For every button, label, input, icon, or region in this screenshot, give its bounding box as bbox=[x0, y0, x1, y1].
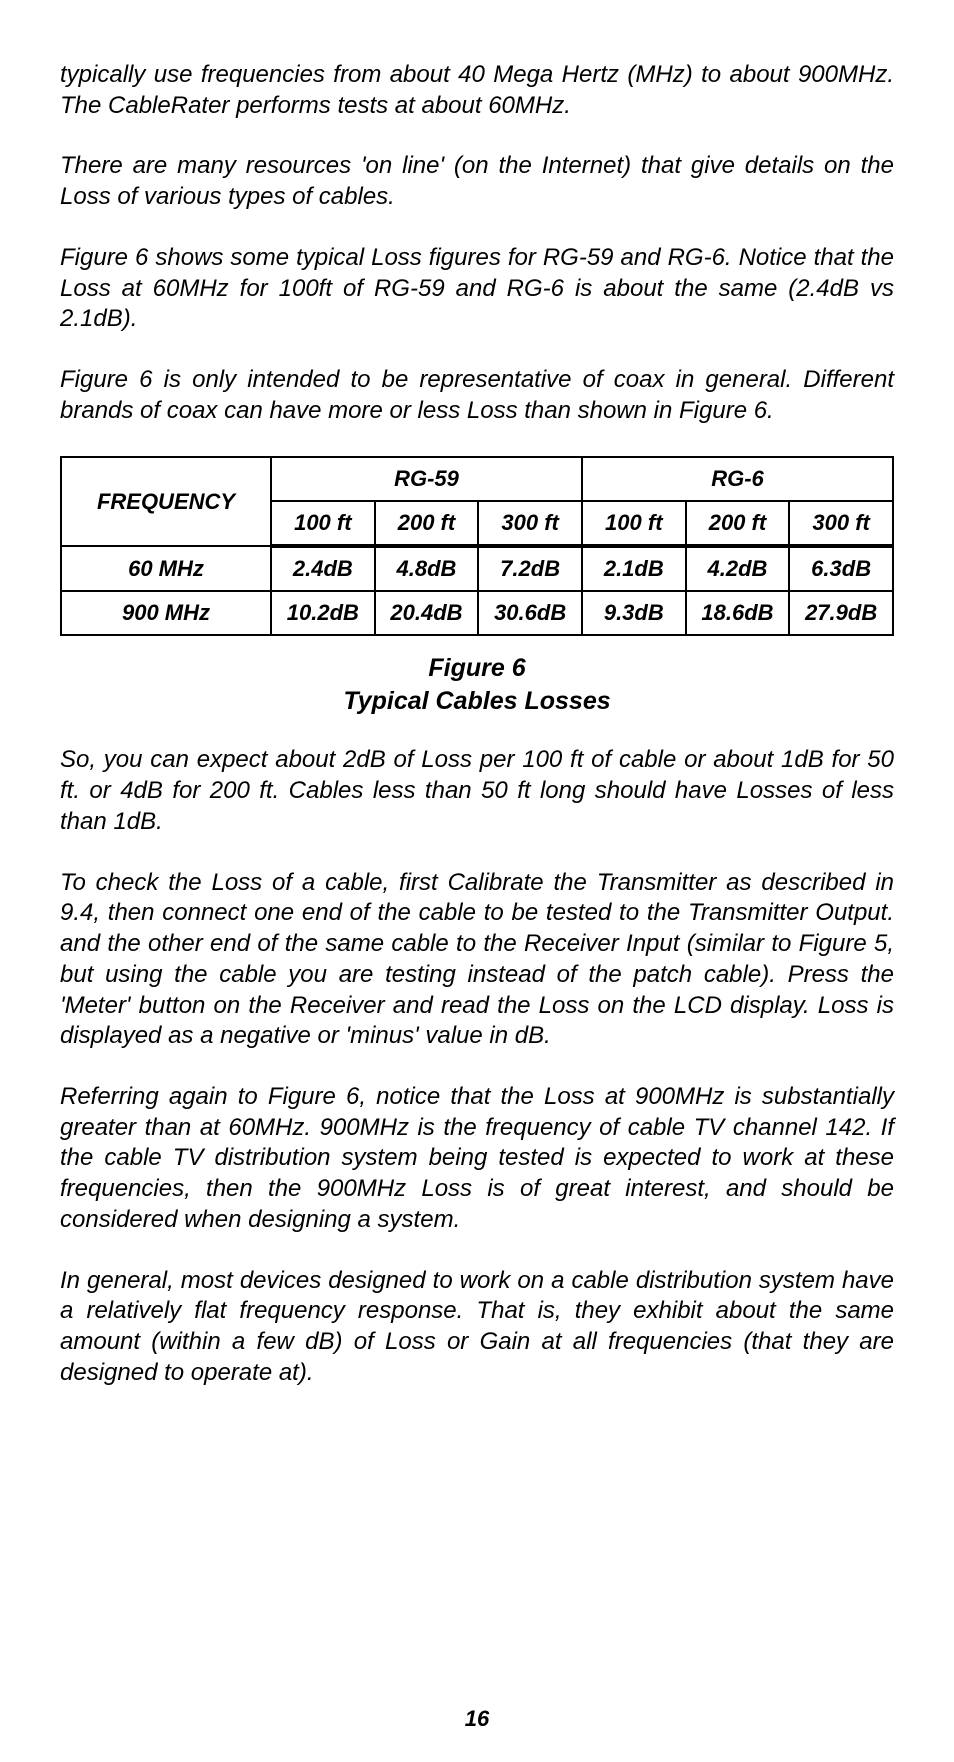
table-cell: 18.6dB bbox=[686, 591, 790, 635]
paragraph: So, you can expect about 2dB of Loss per… bbox=[60, 745, 894, 837]
sub-header: 200 ft bbox=[686, 501, 790, 546]
sub-header: 100 ft bbox=[582, 501, 686, 546]
sub-header: 200 ft bbox=[375, 501, 479, 546]
paragraph: To check the Loss of a cable, first Cali… bbox=[60, 868, 894, 1052]
paragraph: typically use frequencies from about 40 … bbox=[60, 60, 894, 121]
group-header-rg59: RG-59 bbox=[271, 457, 582, 501]
row-label: 60 MHz bbox=[61, 546, 271, 591]
paragraph: Figure 6 shows some typical Loss figures… bbox=[60, 243, 894, 335]
paragraph: Referring again to Figure 6, notice that… bbox=[60, 1082, 894, 1236]
table-row: 60 MHz 2.4dB 4.8dB 7.2dB 2.1dB 4.2dB 6.3… bbox=[61, 546, 893, 591]
paragraph: There are many resources 'on line' (on t… bbox=[60, 151, 894, 212]
table-row: 900 MHz 10.2dB 20.4dB 30.6dB 9.3dB 18.6d… bbox=[61, 591, 893, 635]
page-number: 16 bbox=[0, 1706, 954, 1732]
frequency-header: FREQUENCY bbox=[61, 457, 271, 546]
table-cell: 20.4dB bbox=[375, 591, 479, 635]
table-cell: 4.2dB bbox=[686, 546, 790, 591]
table-cell: 4.8dB bbox=[375, 546, 479, 591]
cable-loss-table: FREQUENCY RG-59 RG-6 100 ft 200 ft 300 f… bbox=[60, 456, 894, 636]
paragraph: Figure 6 is only intended to be represen… bbox=[60, 365, 894, 426]
sub-header: 100 ft bbox=[271, 501, 375, 546]
sub-header: 300 ft bbox=[789, 501, 893, 546]
sub-header: 300 ft bbox=[478, 501, 582, 546]
table-cell: 6.3dB bbox=[789, 546, 893, 591]
figure-caption-line: Figure 6 bbox=[60, 652, 894, 685]
table-cell: 7.2dB bbox=[478, 546, 582, 591]
table-cell: 9.3dB bbox=[582, 591, 686, 635]
figure-caption-line: Typical Cables Losses bbox=[60, 685, 894, 718]
group-header-rg6: RG-6 bbox=[582, 457, 893, 501]
row-label: 900 MHz bbox=[61, 591, 271, 635]
paragraph: In general, most devices designed to wor… bbox=[60, 1266, 894, 1389]
table-cell: 2.1dB bbox=[582, 546, 686, 591]
table-cell: 30.6dB bbox=[478, 591, 582, 635]
table-cell: 2.4dB bbox=[271, 546, 375, 591]
figure-caption: Figure 6 Typical Cables Losses bbox=[60, 652, 894, 717]
table-cell: 10.2dB bbox=[271, 591, 375, 635]
table-cell: 27.9dB bbox=[789, 591, 893, 635]
